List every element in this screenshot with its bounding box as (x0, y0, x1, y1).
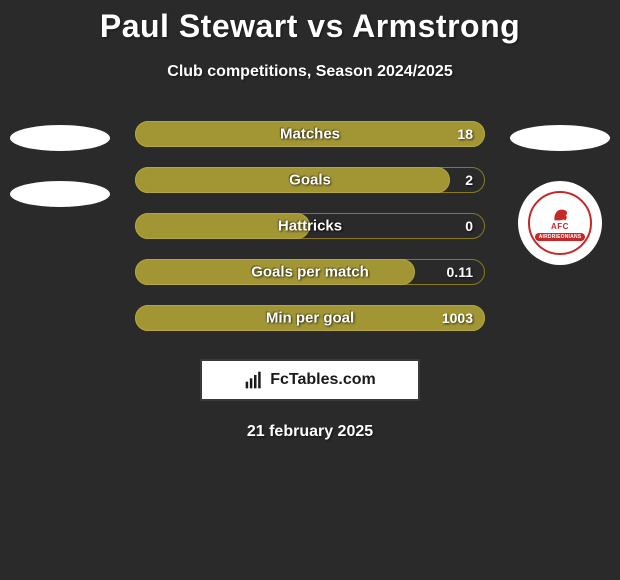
comparison-card: Paul Stewart vs Armstrong Club competiti… (0, 0, 620, 441)
stat-row-goals: Goals 2 (135, 167, 485, 193)
bar-label: Min per goal (266, 310, 354, 327)
footer-date: 21 february 2025 (0, 423, 620, 441)
stat-row-goals-per-match: Goals per match 0.11 (135, 259, 485, 285)
brand-text: FcTables.com (270, 371, 376, 389)
stat-row-hattricks: Hattricks 0 (135, 213, 485, 239)
bar-value: 2 (465, 172, 473, 188)
fctables-brand[interactable]: FcTables.com (200, 359, 420, 401)
badge-text-band: AIRDRIEONIANS (535, 233, 586, 241)
bar-label: Matches (280, 126, 340, 143)
bars-rising-icon (244, 370, 264, 390)
stats-bars: Matches 18 Goals 2 Hattricks 0 Goals per… (135, 121, 485, 331)
airdrieonians-badge: AFC AIRDRIEONIANS (518, 181, 602, 265)
left-logo-column (10, 125, 110, 207)
bar-value: 18 (457, 126, 473, 142)
page-subtitle: Club competitions, Season 2024/2025 (0, 63, 620, 81)
left-player-logo-1 (10, 125, 110, 151)
page-title: Paul Stewart vs Armstrong (0, 8, 620, 45)
stat-row-min-per-goal: Min per goal 1003 (135, 305, 485, 331)
bar-value: 1003 (442, 310, 473, 326)
bar-value: 0.11 (447, 264, 473, 280)
bar-label: Goals per match (251, 264, 369, 281)
left-player-logo-2 (10, 181, 110, 207)
bar-value: 0 (465, 218, 473, 234)
bar-label: Goals (289, 172, 331, 189)
badge-ring: AFC AIRDRIEONIANS (528, 191, 592, 255)
badge-text-mid: AFC (551, 222, 569, 231)
bar-label: Hattricks (278, 218, 342, 235)
right-logo-column: AFC AIRDRIEONIANS (510, 125, 610, 265)
right-player-logo-1 (510, 125, 610, 151)
stat-row-matches: Matches 18 (135, 121, 485, 147)
